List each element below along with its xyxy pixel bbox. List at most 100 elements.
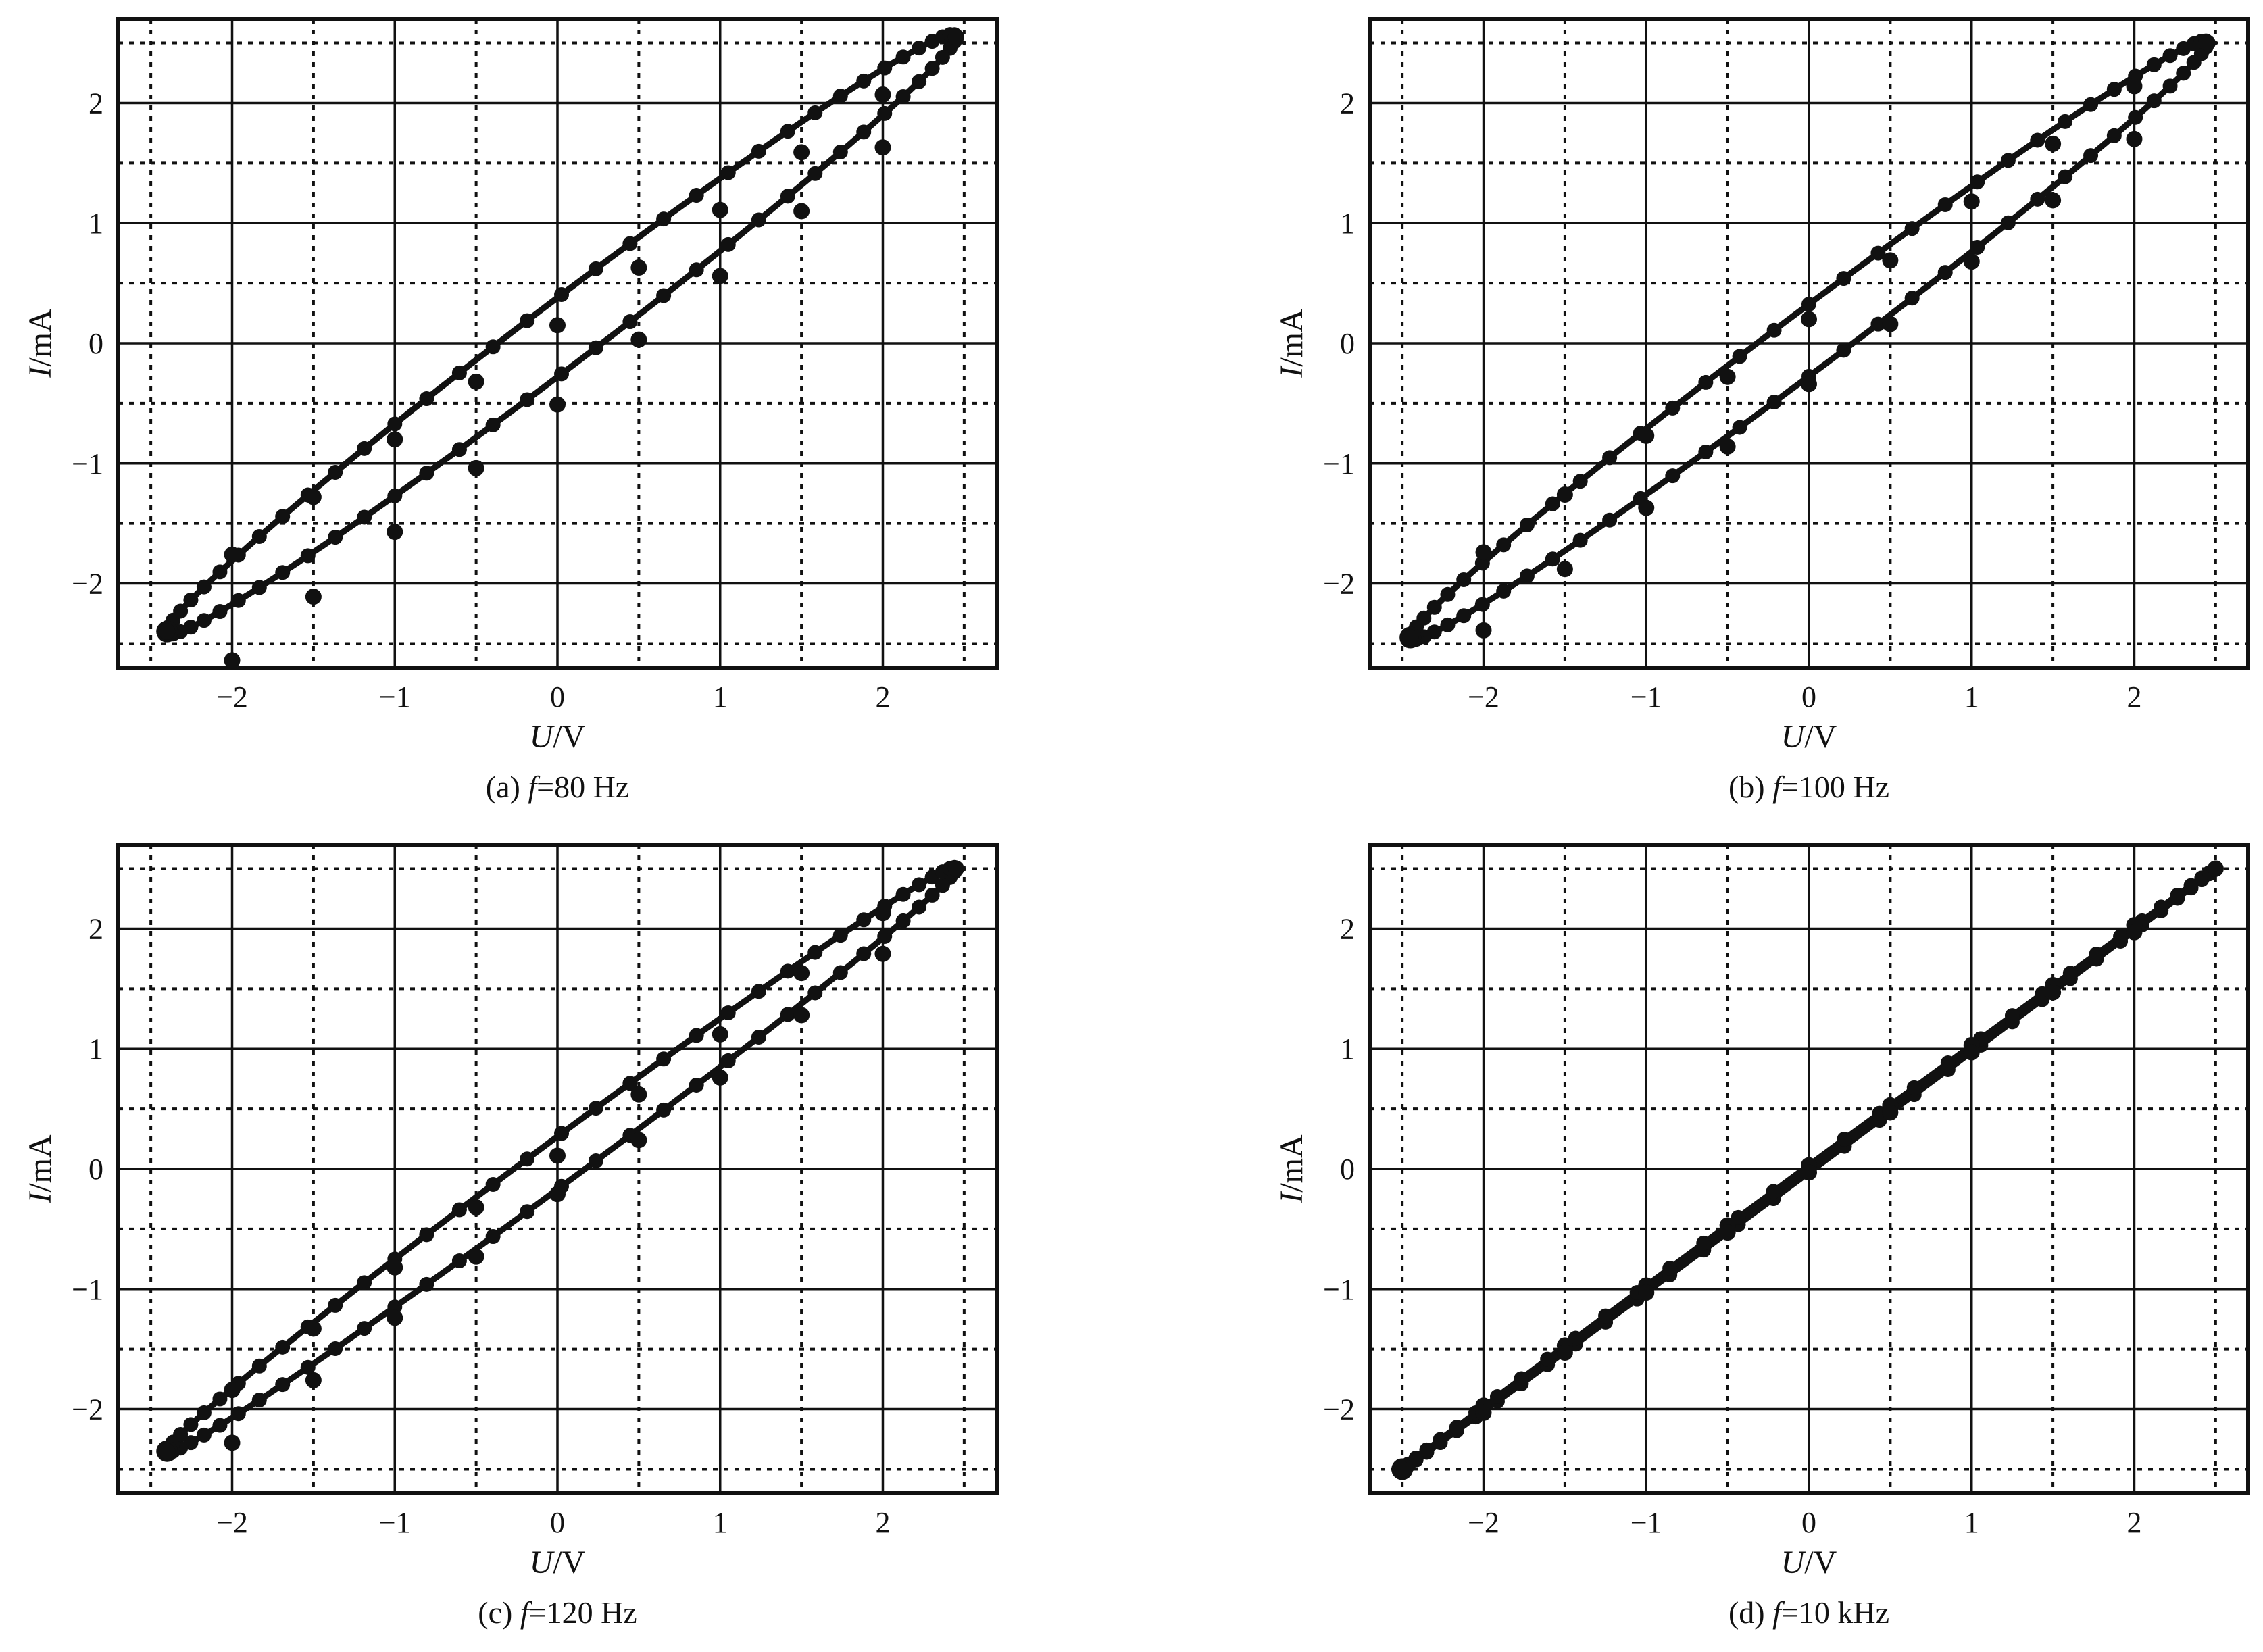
loop-marker: [720, 1053, 736, 1068]
loop-marker: [230, 593, 246, 608]
x-tick-label: 0: [550, 680, 565, 714]
loop-marker: [780, 189, 795, 204]
caption-prefix: (d): [1729, 1595, 1772, 1630]
x-tick-label: −1: [379, 680, 411, 714]
loop-marker: [912, 74, 927, 89]
loop-marker: [924, 61, 940, 76]
data-point: [159, 623, 176, 640]
loop-marker: [1416, 610, 1432, 626]
loop-marker: [1519, 568, 1535, 584]
loop-marker: [2176, 66, 2191, 81]
plot-frame-a: [116, 17, 999, 670]
loop-marker: [328, 530, 343, 545]
loop-marker: [588, 1101, 603, 1116]
data-point: [793, 1007, 810, 1024]
loop-marker: [451, 442, 467, 457]
data-point: [1801, 311, 1817, 328]
y-tick-label: 1: [1340, 207, 1355, 240]
loop-marker: [2128, 109, 2143, 125]
loop-marker: [2154, 899, 2169, 915]
y-axis-symbol: I: [22, 1191, 58, 1204]
y-axis-symbol: I: [1274, 1191, 1310, 1204]
x-tick-label: 0: [1801, 680, 1816, 714]
loop-marker: [1602, 450, 1618, 466]
x-axis-symbol: U: [1781, 719, 1807, 755]
caption-a: (a) f=80 Hz: [486, 770, 629, 804]
data-point: [224, 652, 241, 669]
x-axis-label: U/V: [530, 719, 586, 755]
loop-marker: [1572, 532, 1588, 548]
data-point: [874, 945, 891, 962]
loop-marker: [895, 89, 911, 104]
data-point: [874, 86, 891, 103]
y-tick-label: −2: [1323, 568, 1355, 601]
loop-marker: [622, 314, 638, 330]
loop-marker: [935, 878, 950, 893]
x-axis-symbol: U: [1781, 1545, 1807, 1580]
data-point: [468, 1248, 484, 1265]
data-point: [1556, 561, 1573, 578]
y-tick-label: 0: [89, 1153, 103, 1186]
x-axis-symbol: U: [530, 1545, 555, 1580]
loop-marker: [1449, 1420, 1464, 1435]
loop-marker: [2083, 97, 2099, 112]
loop-marker: [183, 1417, 199, 1432]
chart-a-svg: −2 −1 0 1 2 −2 −1 0 1 2 U/V I/mA (a) f=80 Hz: [22, 17, 999, 804]
loop-marker: [1662, 1260, 1678, 1276]
loop-marker: [2106, 128, 2122, 143]
data-point: [1475, 1404, 1492, 1421]
loop-marker: [856, 912, 872, 928]
data-point: [224, 1382, 241, 1399]
y-axis-label: I/mA: [22, 1134, 58, 1204]
loop-marker: [451, 1253, 467, 1269]
data-point: [712, 201, 728, 218]
x-axis-label: U/V: [1781, 1545, 1837, 1580]
data-point: [224, 546, 241, 563]
data-point: [1719, 1224, 1736, 1241]
loop-markers-a: [159, 27, 964, 642]
loop-marker: [1904, 291, 1920, 306]
data-point: [2045, 192, 2062, 209]
loop-marker: [1937, 197, 1953, 212]
loop-marker: [485, 417, 501, 432]
loop-marker: [877, 928, 893, 944]
loop-marker: [2162, 48, 2178, 64]
data-point: [1638, 499, 1655, 516]
loop-marker: [1496, 583, 1512, 599]
data-point: [387, 1259, 403, 1276]
series-a-upper: [159, 28, 964, 640]
loop-marker: [554, 1126, 570, 1141]
loop-marker: [357, 1275, 372, 1291]
loop-marker: [1698, 374, 1714, 390]
x-tick-label: −2: [1468, 680, 1499, 714]
y-tick-label: −2: [1323, 1393, 1355, 1426]
loop-marker: [485, 339, 501, 355]
x-tick-label: 2: [2127, 680, 2141, 714]
loop-marker: [689, 262, 704, 278]
loop-marker: [895, 49, 911, 65]
data-point: [305, 489, 322, 505]
data-point: [305, 1372, 322, 1388]
loop-marker: [1456, 608, 1472, 624]
loop-marker: [451, 1202, 467, 1218]
loop-marker: [780, 1007, 795, 1022]
x-tick-label: −2: [216, 1506, 248, 1539]
y-tick-label: 1: [89, 207, 103, 240]
loop-marker: [251, 529, 267, 545]
loop-marker: [720, 165, 736, 180]
y-axis-unit: /mA: [22, 309, 58, 367]
loop-marker: [196, 1427, 212, 1443]
data-point: [2126, 130, 2143, 147]
loop-marker: [1426, 599, 1442, 615]
loop-marker: [1870, 316, 1886, 332]
grid-major-c: [118, 845, 997, 1493]
loop-marker: [554, 366, 570, 382]
series-b-lower: [1402, 34, 2216, 646]
loop-marker: [2146, 93, 2162, 109]
loop-marker: [251, 1393, 267, 1408]
loop-marker: [1940, 1055, 1956, 1070]
data-point: [1882, 316, 1899, 332]
loop-marker: [2186, 55, 2202, 70]
data-point: [1719, 368, 1736, 385]
loop-marker: [1456, 572, 1472, 587]
